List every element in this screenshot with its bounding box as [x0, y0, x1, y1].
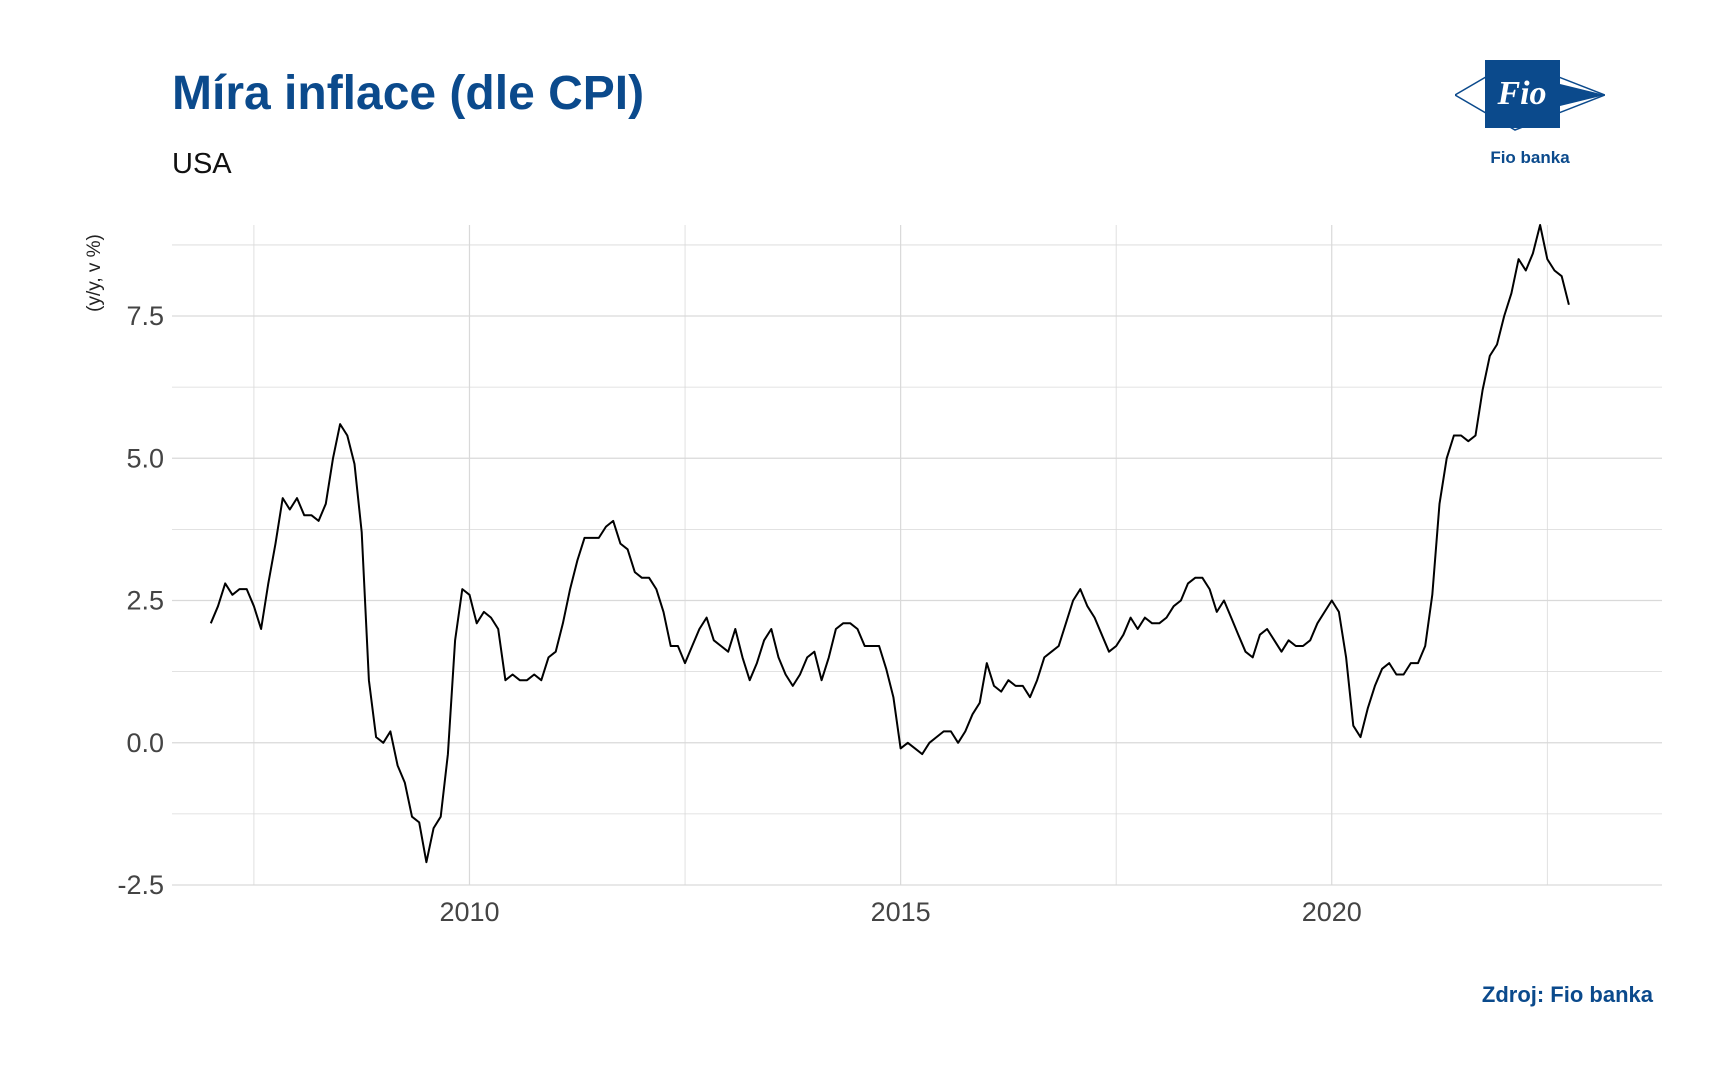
y-tick-label: 5.0	[126, 443, 164, 473]
grid-minor-lines	[172, 225, 1662, 885]
x-tick-label: 2015	[871, 897, 931, 927]
fio-logo-square	[1485, 60, 1560, 128]
fio-logo-arrow	[1560, 84, 1605, 106]
fio-logo-mark: Fio	[1496, 75, 1546, 112]
y-tick-label: 7.5	[126, 301, 164, 331]
y-tick-labels: -2.5 0.0 2.5 5.0 7.5	[117, 301, 164, 900]
fio-logo-caption: Fio banka	[1490, 148, 1570, 167]
x-tick-label: 2010	[439, 897, 499, 927]
y-tick-label: -2.5	[117, 870, 164, 900]
x-tick-label: 2020	[1302, 897, 1362, 927]
grid-major-lines	[172, 225, 1662, 886]
fio-logo: Fio	[1455, 60, 1605, 131]
series-layer	[209, 224, 1570, 864]
chart-subtitle: USA	[172, 148, 232, 180]
y-axis-title: (y/y, v %)	[84, 234, 105, 312]
y-tick-label: 0.0	[126, 728, 164, 758]
x-tick-labels: 2010 2015 2020	[439, 897, 1361, 927]
chart-title: Míra inflace (dle CPI)	[172, 67, 645, 120]
inflation-series-line	[209, 224, 1570, 864]
y-tick-label: 2.5	[126, 586, 164, 616]
source-note: Zdroj: Fio banka	[1481, 982, 1653, 1007]
